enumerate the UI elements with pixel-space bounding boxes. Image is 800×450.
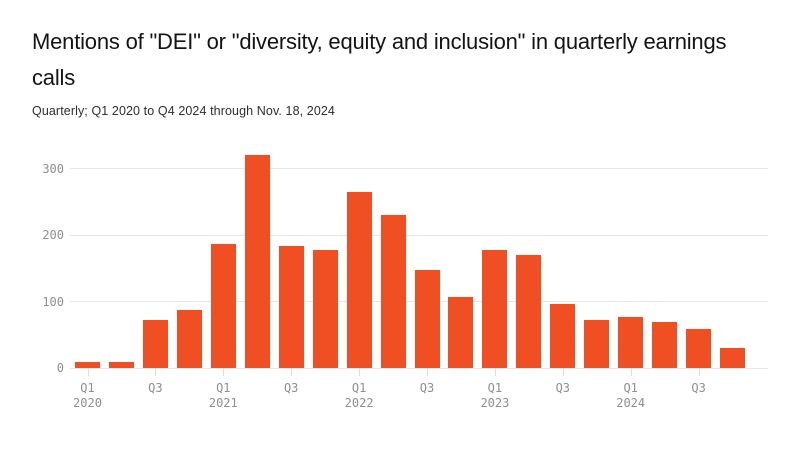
bar-Q2-2024 <box>652 322 678 368</box>
x-axis-quarter-text: Q1 <box>216 381 231 395</box>
bar-Q2-2023 <box>516 255 542 368</box>
bar-Q3-2021 <box>278 246 304 368</box>
chart-title: Mentions of "DEI" or "diversity, equity … <box>32 29 727 90</box>
x-axis-tick-q1-2021 <box>223 368 225 376</box>
x-axis-tick-q1-2022 <box>359 368 361 376</box>
bar-Q2-2020 <box>108 362 134 368</box>
x-axis-year-text: 2020 <box>73 396 102 410</box>
gridline-y0 <box>70 367 768 369</box>
x-axis-label-q1-2022: Q1 2022 <box>327 381 391 411</box>
x-axis-tick-q3 <box>427 368 428 376</box>
x-axis-quarter-text: Q3 <box>419 381 435 395</box>
x-axis-tick-q3 <box>562 368 564 376</box>
x-axis-label-q3: Q3 <box>259 381 323 396</box>
bar-Q1-2022 <box>346 192 372 368</box>
bar-Q4-2021 <box>312 250 338 368</box>
bar-Q2-2021 <box>244 155 270 368</box>
gridline-y300 <box>70 168 768 170</box>
y-axis-label-300: 300 <box>42 161 64 176</box>
x-axis-label-q1-2023: Q1 2023 <box>463 381 527 411</box>
x-axis-quarter-text: Q1 <box>487 381 503 395</box>
bar-Q3-2024 <box>686 329 712 368</box>
gridline-y200 <box>70 234 768 236</box>
bar-Q1-2024 <box>618 317 644 368</box>
x-axis-label-q3: Q3 <box>123 381 187 396</box>
bar-Q1-2023 <box>482 250 508 368</box>
y-axis-label-200: 200 <box>42 228 64 243</box>
chart-subtitle: Quarterly; Q1 2020 to Q4 2024 through No… <box>32 104 335 118</box>
bar-Q1-2020 <box>75 362 100 368</box>
x-axis-label-q1-2020: Q1 2020 <box>56 381 120 411</box>
x-axis-tick-q1-2020 <box>87 368 89 376</box>
x-axis-label-q3: Q3 <box>667 381 731 396</box>
bar-Q4-2022 <box>448 297 474 368</box>
x-axis-quarter-text: Q3 <box>283 381 299 395</box>
x-axis-tick-q1-2023 <box>494 368 496 376</box>
x-axis-label-q3: Q3 <box>531 381 595 396</box>
x-axis-tick-q3 <box>155 368 157 376</box>
x-axis-label-q3: Q3 <box>395 381 459 396</box>
x-axis-tick-q1-2024 <box>630 368 632 376</box>
x-axis-quarter-text: Q3 <box>691 381 706 395</box>
bar-Q4-2023 <box>584 320 610 368</box>
bar-Q2-2022 <box>380 215 406 368</box>
bar-Q3-2020 <box>142 320 168 368</box>
x-axis-year-text: 2022 <box>344 396 374 410</box>
y-axis-label-100: 100 <box>42 294 64 309</box>
x-axis-year-text: 2021 <box>208 396 238 410</box>
x-axis-year-text: 2024 <box>616 396 646 410</box>
x-axis-tick-q3 <box>291 368 293 376</box>
x-axis-label-q1-2021: Q1 2021 <box>191 381 255 411</box>
x-axis-quarter-text: Q3 <box>148 381 163 395</box>
x-axis-quarter-text: Q1 <box>623 381 638 395</box>
bar-Q3-2023 <box>550 304 576 368</box>
bar-Q4-2020 <box>176 310 202 368</box>
x-axis-quarter-text: Q3 <box>555 381 571 395</box>
x-axis-quarter-text: Q1 <box>351 381 367 395</box>
y-axis-label-0: 0 <box>56 361 64 375</box>
x-axis-year-text: 2023 <box>480 396 510 410</box>
bar-chart-plot-area: 0 100 200 300 Q1 2020 Q3 Q1 2021 Q3 Q1 2022 Q3 Q1 2023… <box>42 145 768 410</box>
bar-Q3-2022 <box>414 270 440 368</box>
x-axis-label-q1-2024: Q1 2024 <box>599 381 663 411</box>
bar-Q4-2024 <box>720 348 746 368</box>
x-axis-quarter-text: Q1 <box>80 381 95 395</box>
bar-Q1-2021 <box>210 244 236 368</box>
x-axis-tick-q3 <box>698 368 700 376</box>
